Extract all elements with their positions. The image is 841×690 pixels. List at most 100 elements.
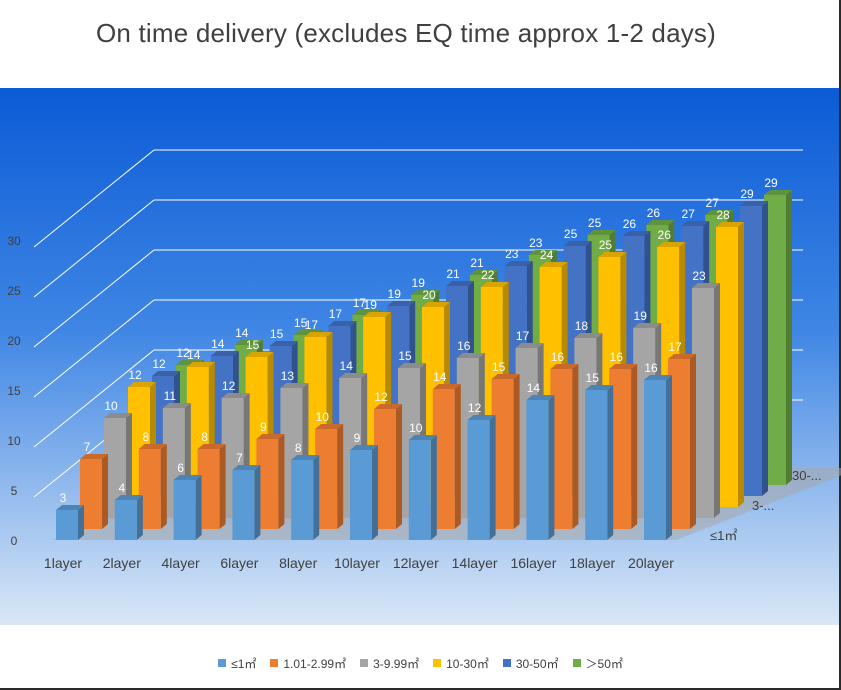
bar-top bbox=[374, 404, 402, 409]
depth-axis-label: 3-... bbox=[752, 498, 774, 513]
bar-side bbox=[714, 283, 720, 518]
bar-front bbox=[350, 450, 372, 540]
bar bbox=[350, 445, 378, 540]
bar-top bbox=[456, 353, 485, 358]
legend-label: ＞50㎡ bbox=[585, 656, 623, 671]
bar-front bbox=[315, 429, 338, 529]
data-label: 14 bbox=[211, 337, 225, 351]
bar-front bbox=[197, 449, 220, 529]
legend-swatch bbox=[218, 659, 227, 667]
bar bbox=[173, 475, 202, 540]
data-label: 15 bbox=[294, 316, 308, 330]
data-label: 21 bbox=[470, 256, 484, 270]
data-label: 14 bbox=[433, 370, 447, 384]
gridline-left-wall bbox=[33, 249, 155, 348]
gridline-left-wall bbox=[33, 299, 155, 398]
bar-front bbox=[526, 400, 549, 540]
data-label: 11 bbox=[164, 389, 177, 403]
data-label: 26 bbox=[658, 228, 672, 242]
bar-top bbox=[598, 252, 627, 257]
bar-top bbox=[152, 371, 180, 376]
bar-top bbox=[657, 242, 686, 247]
bar-side bbox=[738, 222, 744, 507]
bar-front bbox=[138, 449, 161, 529]
legend-label: ≤1㎡ bbox=[231, 656, 257, 671]
bar-top bbox=[304, 332, 333, 337]
y-tick-label: 30 bbox=[7, 234, 21, 248]
bar-side bbox=[195, 475, 202, 540]
data-label: 9 bbox=[354, 431, 361, 445]
legend-item: ≤1㎡ bbox=[218, 655, 256, 672]
data-label: 12 bbox=[374, 390, 388, 404]
legend-swatch bbox=[270, 659, 279, 667]
bar bbox=[291, 455, 320, 540]
legend-swatch bbox=[502, 659, 511, 667]
data-label: 14 bbox=[340, 359, 354, 373]
bar-top bbox=[339, 373, 368, 378]
data-label: 10 bbox=[104, 399, 118, 413]
legend-item: 3-9.99㎡ bbox=[360, 655, 419, 672]
bar bbox=[256, 434, 285, 529]
data-label: 29 bbox=[764, 176, 778, 190]
gridline-left-wall bbox=[33, 199, 155, 298]
gridline-left-wall bbox=[33, 149, 155, 248]
data-label: 25 bbox=[588, 216, 602, 230]
bar bbox=[467, 415, 496, 540]
chart-title: On time delivery (excludes EQ time appro… bbox=[96, 18, 716, 48]
bar-top bbox=[269, 341, 298, 346]
data-label: 22 bbox=[481, 268, 495, 282]
bar-top bbox=[646, 220, 675, 225]
data-label: 19 bbox=[412, 276, 426, 290]
bar-top bbox=[291, 455, 320, 460]
bar-side bbox=[136, 495, 143, 540]
x-category-label: 18layer bbox=[569, 555, 615, 571]
bar-front bbox=[644, 380, 666, 540]
y-tick-label: 15 bbox=[7, 384, 21, 398]
bar-side bbox=[160, 444, 167, 529]
bar-top bbox=[221, 393, 250, 398]
bar-top bbox=[432, 384, 461, 389]
data-label: 9 bbox=[260, 420, 267, 434]
data-label: 27 bbox=[706, 196, 720, 210]
legend-label: 30-50㎡ bbox=[515, 656, 559, 671]
bar-top bbox=[480, 282, 509, 287]
data-label: 8 bbox=[142, 430, 149, 444]
x-category-label: 2layer bbox=[103, 555, 141, 571]
bar-side bbox=[396, 404, 402, 529]
bars-layer bbox=[56, 190, 792, 540]
bar-front bbox=[432, 389, 455, 529]
legend: ≤1㎡ 1.01-2.99㎡ 3-9.99㎡ 10-30㎡ 30-50㎡ ＞50㎡ bbox=[0, 652, 841, 674]
bar bbox=[526, 395, 555, 540]
bar-front bbox=[668, 359, 690, 529]
data-label: 15 bbox=[246, 338, 260, 352]
data-label: 20 bbox=[422, 288, 436, 302]
bar-top bbox=[470, 270, 498, 275]
bar-top bbox=[197, 444, 226, 449]
bar-top bbox=[633, 323, 662, 328]
x-category-label: 16layer bbox=[510, 555, 556, 571]
bar-side bbox=[572, 364, 579, 529]
bar bbox=[644, 375, 672, 540]
bar-side bbox=[278, 434, 285, 529]
bar-top bbox=[681, 221, 710, 226]
bar-top bbox=[186, 362, 215, 367]
bar-side bbox=[607, 385, 614, 540]
data-label: 14 bbox=[187, 348, 201, 362]
y-tick-label: 20 bbox=[7, 334, 21, 348]
bar-side bbox=[219, 444, 226, 529]
bar bbox=[114, 495, 143, 540]
legend-label: 1.01-2.99㎡ bbox=[283, 656, 347, 671]
data-label: 19 bbox=[388, 287, 402, 301]
bar-side bbox=[548, 395, 555, 540]
bar-front bbox=[609, 369, 632, 529]
bar-front bbox=[467, 420, 490, 540]
labels-layer: 0510152025302927262523211917151412292726… bbox=[7, 176, 821, 571]
data-label: 6 bbox=[177, 461, 184, 475]
bar-top bbox=[528, 250, 557, 255]
legend-item: ＞50㎡ bbox=[572, 655, 623, 672]
data-label: 8 bbox=[201, 430, 208, 444]
data-label: 16 bbox=[610, 350, 624, 364]
bar-front bbox=[114, 500, 137, 540]
